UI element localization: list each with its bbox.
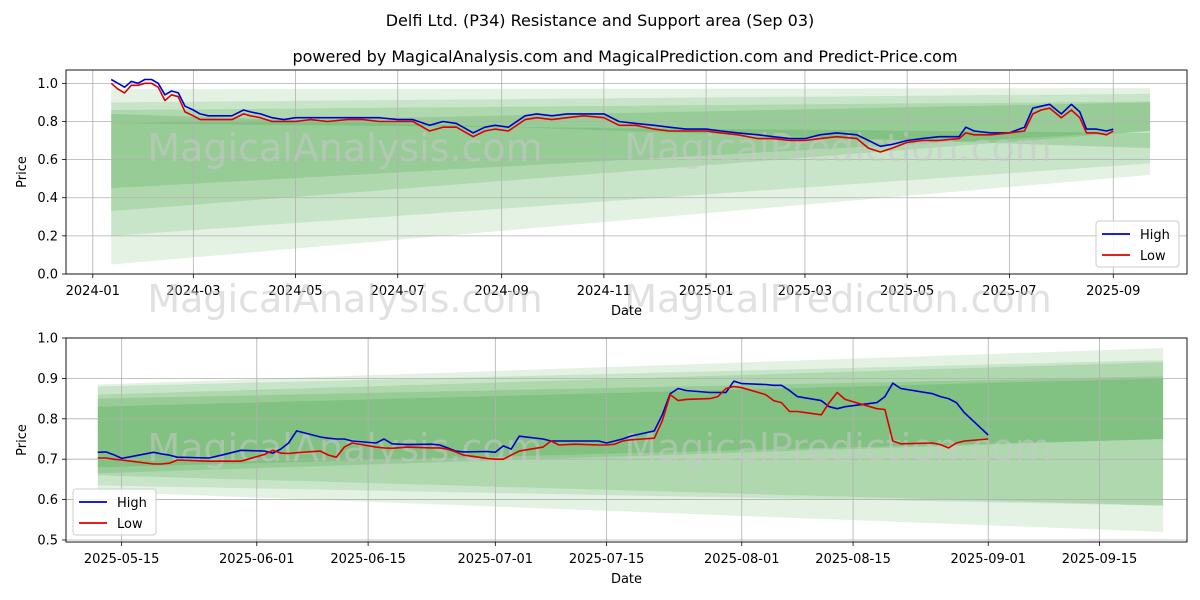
support-resistance-band <box>111 101 1151 212</box>
support-resistance-band <box>111 113 1151 149</box>
x-tick-label: 2025-09-15 <box>1062 552 1138 567</box>
series-group <box>110 78 1114 153</box>
x-axis-label: Date <box>611 304 642 319</box>
watermark-text: MagicalAnalysis.com <box>147 126 542 170</box>
y-axis-label: Price <box>15 156 30 188</box>
y-axis-label: Price <box>15 424 30 456</box>
watermark-text: MagicalAnalysis.com <box>147 426 542 470</box>
legend-label-high: High <box>1140 228 1170 243</box>
x-tick-label: 2025-06-01 <box>219 552 295 567</box>
x-tick-label: 2024-09 <box>475 284 529 299</box>
support-resistance-band <box>111 102 1151 189</box>
y-tick-label: 0.0 <box>37 268 58 283</box>
x-tick-label: 2024-01 <box>66 284 120 299</box>
x-tick-label: 2024-07 <box>371 284 425 299</box>
x-tick-label: 2025-05-15 <box>84 552 160 567</box>
chart-title: Delfi Ltd. (P34) Resistance and Support … <box>386 11 815 30</box>
legend: High Low <box>1095 220 1180 268</box>
x-tick-label: 2025-08-15 <box>815 552 891 567</box>
y-tick-label: 0.5 <box>37 533 58 548</box>
top-chart-panel: 2024-01 2024-03 2024-05 2024-07 2024-09 2024-… <box>15 69 1188 321</box>
x-tick-label: 2025-07-15 <box>569 552 645 567</box>
x-tick-label: 2025-09-01 <box>950 552 1026 567</box>
x-tick-label: 2025-07-01 <box>458 552 534 567</box>
x-tick-label: 2024-03 <box>166 284 220 299</box>
y-tick-label: 0.7 <box>37 453 58 468</box>
x-tick-label: 2025-09 <box>1086 284 1140 299</box>
legend: High Low <box>72 488 157 536</box>
watermark-text: MagicalPrediction.com <box>624 277 1052 321</box>
x-tick-label: 2025-06-15 <box>330 552 406 567</box>
y-tick-label: 0.2 <box>37 229 58 244</box>
series-line-high <box>110 78 1114 148</box>
y-tick-label: 0.8 <box>37 115 58 130</box>
y-tick-label: 0.9 <box>37 372 58 387</box>
chart-subtitle: powered by MagicalAnalysis.com and Magic… <box>292 47 957 66</box>
legend-label-low: Low <box>117 517 143 532</box>
support-resistance-band <box>97 362 1164 506</box>
legend-label-low: Low <box>1140 249 1166 264</box>
series-group <box>97 380 989 465</box>
x-tick-label: 2025-01 <box>679 284 733 299</box>
support-resistance-band <box>97 360 1164 506</box>
x-tick-label: 2024-05 <box>268 284 322 299</box>
legend-label-high: High <box>117 496 147 511</box>
axes-frame <box>65 69 1188 275</box>
y-tick-label: 0.6 <box>37 153 58 168</box>
x-tick-label: 2025-05 <box>880 284 934 299</box>
support-resistance-band <box>111 93 1151 236</box>
series-line-low <box>110 82 1114 153</box>
support-resistance-band <box>97 376 1164 474</box>
support-resistance-band <box>111 88 1151 265</box>
y-tick-label: 0.6 <box>37 493 58 508</box>
x-tick-label: 2024-11 <box>577 284 631 299</box>
x-tick-label: 2025-08-01 <box>704 552 780 567</box>
band-group <box>111 88 1151 265</box>
x-axis-label: Date <box>611 572 642 587</box>
bottom-chart-panel: 2025-05-15 2025-06-01 2025-06-15 2025-07-01… <box>15 332 1188 587</box>
y-tick-label: 0.8 <box>37 412 58 427</box>
y-tick-label: 1.0 <box>37 332 58 347</box>
watermark-text: MagicalPrediction.com <box>624 426 1052 470</box>
y-tick-label: 1.0 <box>37 77 58 92</box>
x-tick-label: 2025-03 <box>778 284 832 299</box>
watermark-text: MagicalAnalysis.com <box>147 277 542 321</box>
axes-frame <box>65 337 1188 543</box>
y-tick-label: 0.4 <box>37 191 58 206</box>
series-line-low <box>97 385 989 465</box>
x-tick-label: 2025-07 <box>982 284 1036 299</box>
